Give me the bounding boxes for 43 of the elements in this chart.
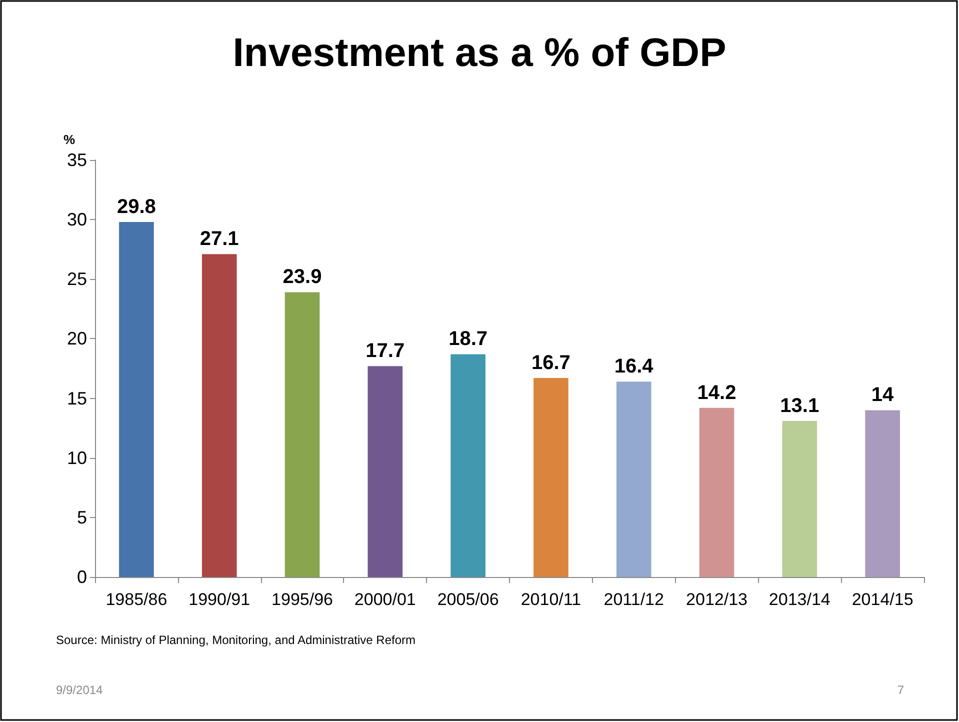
x-tick-label: 1995/96 <box>272 590 333 609</box>
y-tick-label: 20 <box>66 328 87 349</box>
bar <box>119 222 154 577</box>
y-axis-title: % <box>63 132 76 147</box>
x-tick-label: 2013/14 <box>768 590 830 609</box>
x-tick-label: 2014/15 <box>852 590 914 609</box>
data-label: 16.7 <box>531 352 570 374</box>
data-label: 18.7 <box>448 328 488 350</box>
x-tick-label: 2000/01 <box>354 590 416 609</box>
text: 9/9/2014 <box>56 683 104 697</box>
x-tick-label: 2011/12 <box>604 590 664 609</box>
x-tick-label: 1985/86 <box>106 590 168 609</box>
data-label: 29.8 <box>116 196 156 218</box>
data-label: 13.1 <box>780 394 820 417</box>
bar <box>450 354 486 577</box>
data-label: 16.4 <box>614 356 654 378</box>
text: 7 <box>897 683 904 697</box>
bar <box>699 408 734 577</box>
x-tick-label: 2010/11 <box>520 590 582 609</box>
chart-title: Investment as a % of GDP <box>232 31 726 75</box>
x-tick-label: 2005/06 <box>437 590 499 609</box>
data-label: 17.7 <box>366 340 405 362</box>
x-tick-label: 1990/91 <box>188 590 250 609</box>
y-tick-label: 15 <box>66 388 87 408</box>
data-label: 27.1 <box>200 228 239 250</box>
y-tick-label: 5 <box>76 507 87 528</box>
bar <box>782 420 818 577</box>
bar <box>284 292 320 577</box>
data-label: 14 <box>871 384 895 406</box>
y-tick-label: 35 <box>66 150 87 170</box>
data-label: 14.2 <box>697 382 736 404</box>
x-tick-label: 2012/13 <box>686 590 748 609</box>
y-tick-label: 10 <box>66 448 87 468</box>
y-tick-label: 0 <box>76 567 87 587</box>
source-note: Source: Ministry of Planning, Monitoring, and Administrative Reform <box>56 633 416 647</box>
bar <box>616 382 652 577</box>
data-label: 23.9 <box>282 266 322 288</box>
bar <box>534 378 568 577</box>
y-tick-label: 25 <box>66 269 87 290</box>
y-tick-label: 30 <box>66 210 87 230</box>
bar <box>202 254 237 577</box>
bar <box>368 366 403 577</box>
bar <box>865 410 900 577</box>
